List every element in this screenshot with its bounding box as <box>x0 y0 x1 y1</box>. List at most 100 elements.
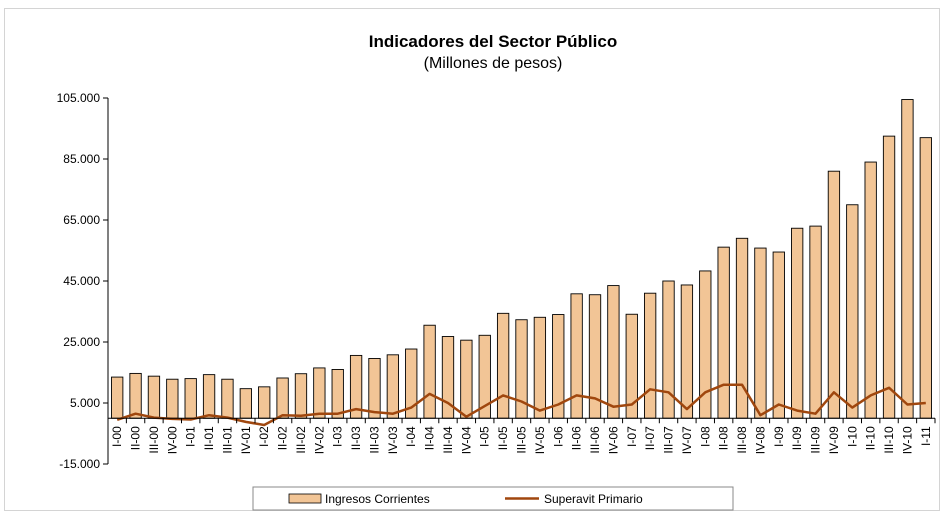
bar-ingresos <box>386 354 400 419</box>
bar-ingresos <box>533 316 547 419</box>
x-tick-label: IV-09 <box>827 426 841 454</box>
bar-ingresos <box>570 293 583 419</box>
x-tick-label: III-07 <box>662 426 676 454</box>
legend-label-superavit: Superavit Primario <box>544 492 643 506</box>
bar-ingresos <box>202 374 216 419</box>
y-tick-label: 5.000 <box>70 396 100 410</box>
y-tick-label: 85.000 <box>63 152 100 166</box>
x-tick-label: III-10 <box>882 426 896 454</box>
bar-ingresos <box>754 247 767 419</box>
bar-ingresos <box>184 378 197 419</box>
x-tick-label: III-06 <box>588 426 602 454</box>
bar-ingresos <box>111 376 124 419</box>
x-tick-label: I-10 <box>845 426 859 447</box>
legend-swatch-ingresos <box>288 493 322 504</box>
x-tick-label: II-06 <box>570 426 584 450</box>
x-tick-label: I-00 <box>110 426 124 447</box>
y-tick-label: 25.000 <box>63 335 100 349</box>
chart-title: Indicadores del Sector Público <box>369 32 617 51</box>
bar-ingresos <box>827 170 841 419</box>
x-tick-label: II-03 <box>349 426 363 450</box>
y-tick-label: 105.000 <box>57 91 101 105</box>
bar-ingresos <box>809 225 822 419</box>
x-tick-label: III-09 <box>809 426 823 454</box>
x-tick-label: IV-06 <box>606 426 620 454</box>
x-tick-label: I-05 <box>478 426 492 447</box>
x-tick-label: I-08 <box>698 426 712 447</box>
bar-ingresos <box>221 378 234 419</box>
bar-ingresos <box>643 292 657 419</box>
x-tick-label: II-04 <box>423 426 437 450</box>
bar-ingresos <box>772 251 785 419</box>
bar-ingresos <box>846 204 859 419</box>
bar-ingresos <box>717 246 730 419</box>
bar-ingresos <box>460 339 473 419</box>
x-tick-label: II-10 <box>864 426 878 450</box>
bar-ingresos <box>919 137 932 419</box>
legend-label-ingresos: Ingresos Corrientes <box>325 492 430 506</box>
line-series <box>116 383 926 427</box>
line-superavit <box>116 383 926 427</box>
bar-ingresos <box>294 373 308 419</box>
chart-svg: Indicadores del Sector Público (Millones… <box>57 32 936 511</box>
chart-subtitle: (Millones de pesos) <box>424 55 563 72</box>
x-tick-label: I-03 <box>331 426 345 447</box>
x-tick-label: III-04 <box>441 426 455 454</box>
x-tick-label: I-04 <box>404 426 418 447</box>
y-tick-label: 45.000 <box>63 274 100 288</box>
bar-ingresos <box>680 284 694 419</box>
bar-ingresos <box>313 367 326 419</box>
x-tick-label: IV-02 <box>312 426 326 454</box>
bar-ingresos <box>496 312 510 419</box>
bar-ingresos <box>662 280 675 419</box>
bar-ingresos <box>147 375 161 419</box>
x-tick-label: III-02 <box>294 426 308 454</box>
x-tick-label: II-01 <box>202 426 216 450</box>
y-axis: 105.000 85.000 65.000 45.000 25.000 5.000 -15.… <box>57 91 109 471</box>
y-tick-label: 65.000 <box>63 213 100 227</box>
bar-ingresos <box>166 378 179 419</box>
x-tick-label: II-08 <box>717 426 731 450</box>
x-tick-label: III-08 <box>735 426 749 454</box>
x-tick-label: I-11 <box>919 426 933 446</box>
x-tick-label: I-07 <box>625 426 639 447</box>
bar-ingresos <box>882 135 896 419</box>
x-tick-label: IV-00 <box>165 426 179 454</box>
legend-box <box>252 486 734 511</box>
bar-ingresos <box>864 161 877 419</box>
y-tick-label: -15.000 <box>59 457 100 471</box>
bar-series <box>111 99 932 419</box>
x-tick-label: II-07 <box>643 426 657 450</box>
x-tick-label: I-09 <box>772 426 786 447</box>
bar-ingresos <box>901 99 914 419</box>
bar-ingresos <box>129 372 142 419</box>
x-tick-label: III-03 <box>367 426 381 454</box>
x-tick-label: II-05 <box>496 426 510 450</box>
x-axis: I-00 II-00 III-00 IV-00 I-01 II-01 III-01 IV-01… <box>107 417 936 454</box>
x-tick-label: IV-05 <box>533 426 547 454</box>
x-tick-label: I-06 <box>551 426 565 447</box>
x-tick-label: IV-08 <box>753 426 767 454</box>
x-tick-label: II-09 <box>790 426 804 450</box>
x-tick-label: IV-04 <box>459 426 473 454</box>
x-tick-label: II-02 <box>276 426 290 450</box>
legend: Ingresos Corrientes Superavit Primario <box>252 486 734 511</box>
bar-ingresos <box>239 388 252 419</box>
bar-ingresos <box>791 227 804 419</box>
bar-ingresos <box>258 386 271 419</box>
x-tick-label: IV-03 <box>386 426 400 454</box>
bar-ingresos <box>331 369 344 419</box>
bar-ingresos <box>276 377 289 419</box>
x-tick-label: III-01 <box>220 426 234 454</box>
chart-frame: Indicadores del Sector Público (Millones… <box>4 8 940 511</box>
x-tick-label: IV-01 <box>239 426 253 454</box>
x-tick-label: III-05 <box>515 426 529 454</box>
bar-ingresos <box>368 358 381 419</box>
x-tick-label: I-01 <box>184 426 198 447</box>
x-tick-label: III-00 <box>147 426 161 454</box>
bar-ingresos <box>423 324 436 419</box>
x-tick-label: IV-07 <box>680 426 694 454</box>
x-tick-label: I-02 <box>257 426 271 447</box>
x-tick-label: IV-10 <box>900 426 914 454</box>
x-tick-label: II-00 <box>129 426 143 450</box>
